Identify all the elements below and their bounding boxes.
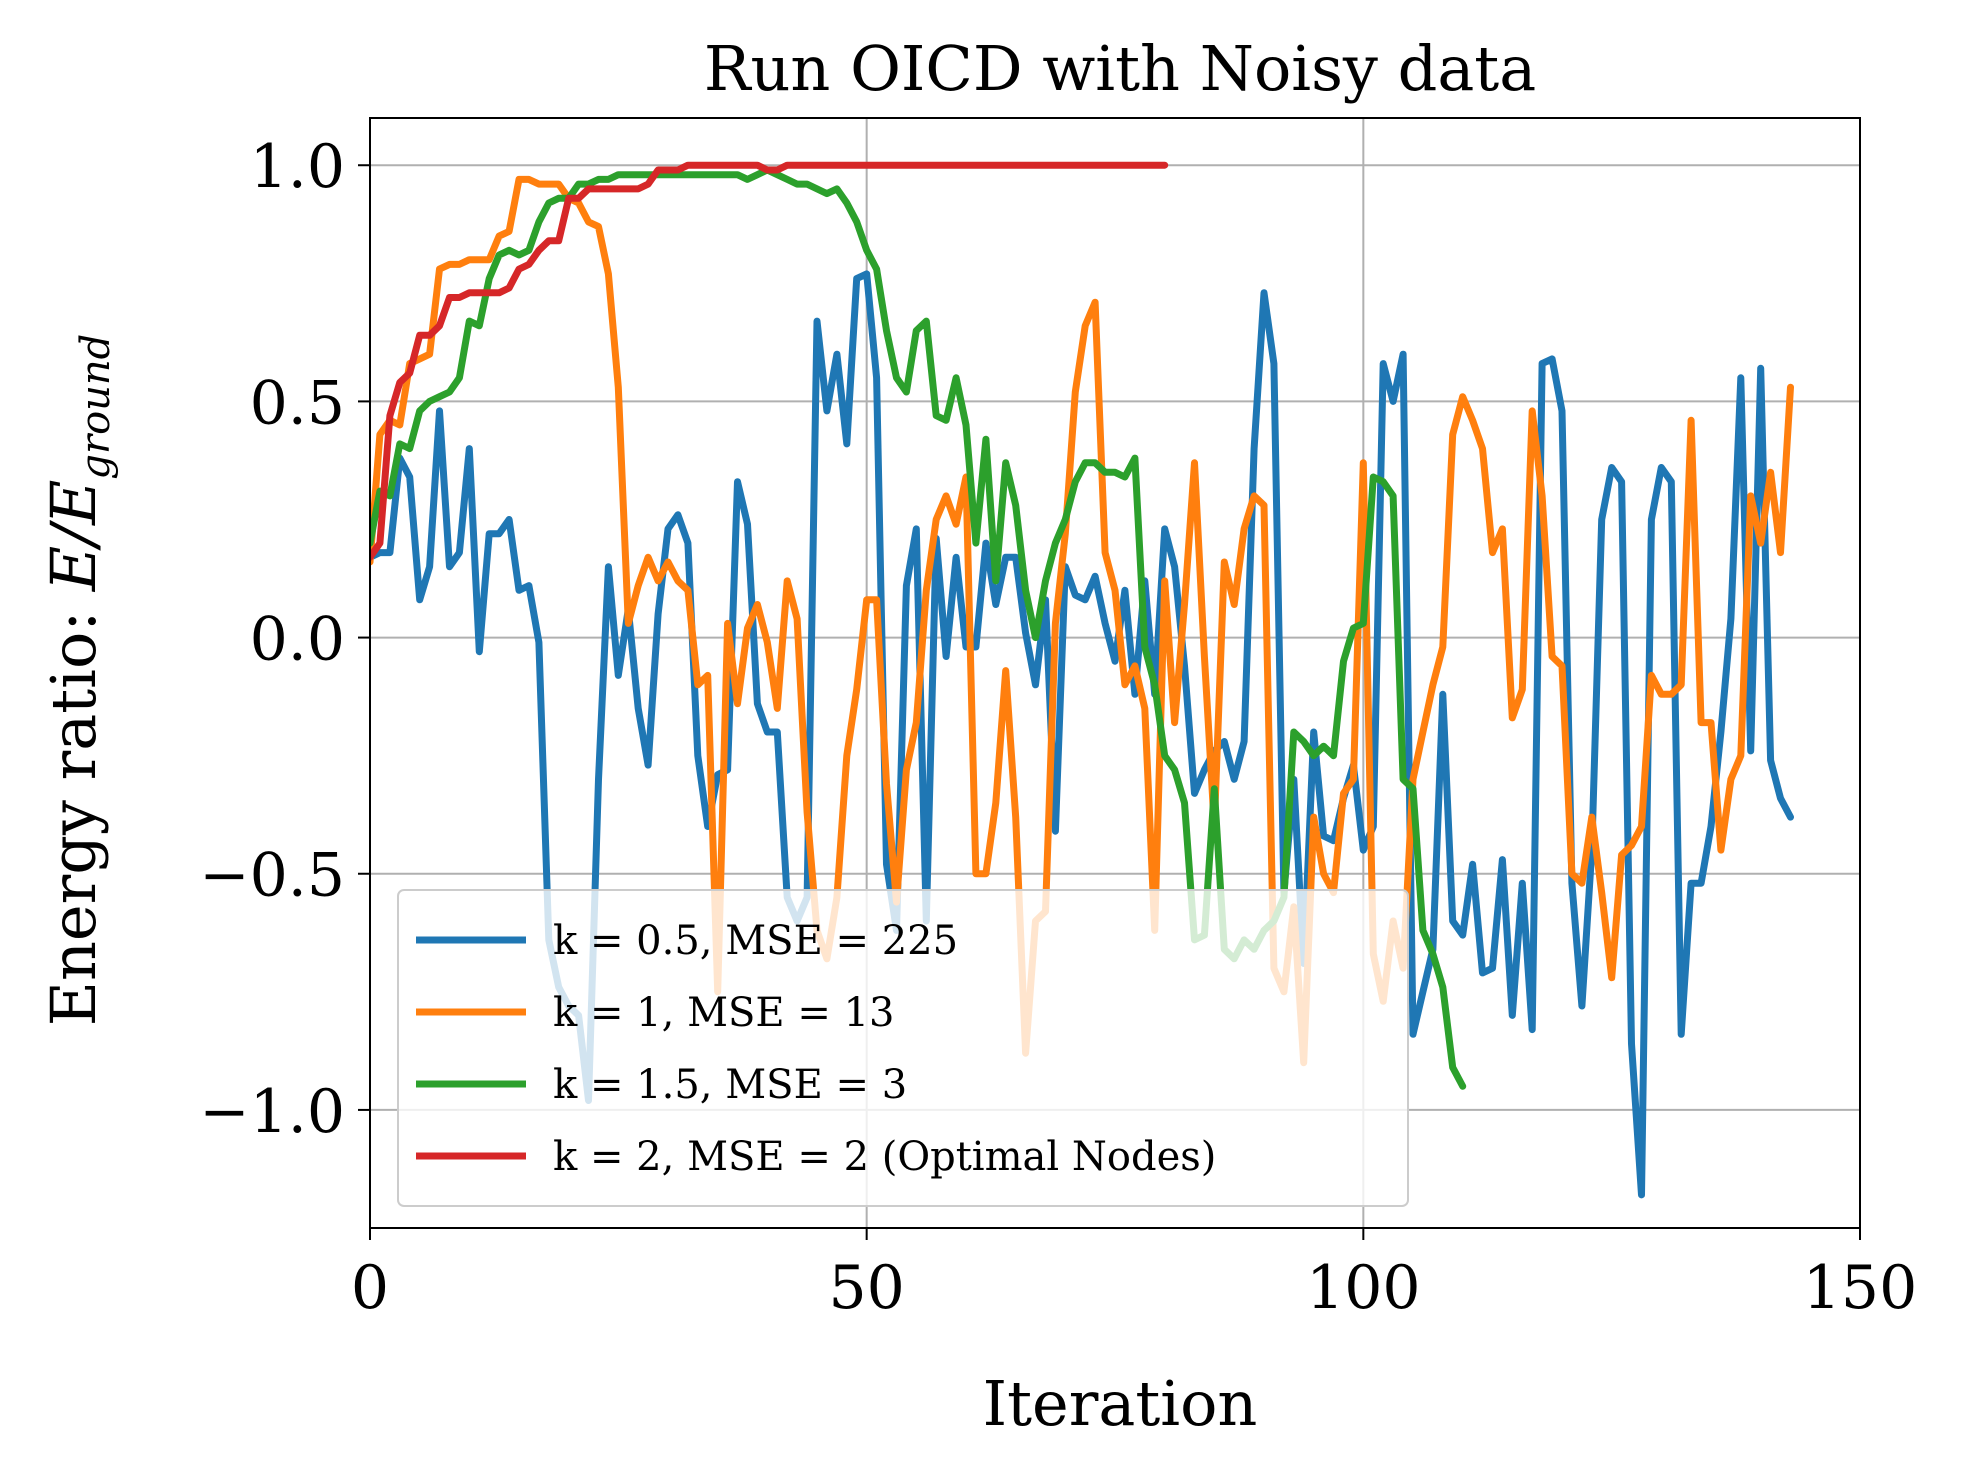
- legend-label: k = 2, MSE = 2 (Optimal Nodes): [553, 1134, 1216, 1180]
- y-tick-label: −0.5: [199, 841, 345, 911]
- legend-label: k = 1, MSE = 13: [553, 990, 894, 1036]
- x-tick-label: 100: [1306, 1253, 1421, 1323]
- plot-frame: [369, 117, 1861, 1229]
- x-tick-label: 150: [1803, 1253, 1918, 1323]
- y-tick-label: −1.0: [199, 1077, 345, 1147]
- y-tick-label: 0.0: [250, 605, 345, 675]
- series-line-2: [370, 175, 1794, 1067]
- y-axis-label-prefix: Energy ratio:: [37, 591, 110, 1026]
- x-tick-label: 50: [828, 1253, 904, 1323]
- series-line-4: [370, 161, 1169, 561]
- y-axis-label: Energy ratio: E/Eground: [37, 334, 119, 1027]
- y-axis-label-math: E/E: [37, 480, 110, 592]
- chart-title: Run OICD with Noisy data: [704, 32, 1536, 105]
- y-tick-label: 0.5: [250, 368, 345, 438]
- x-tick-label: 0: [351, 1253, 389, 1323]
- legend: k = 0.5, MSE = 225 k = 1, MSE = 13 k = 1.5…: [397, 889, 1409, 1207]
- legend-label: k = 0.5, MSE = 225: [553, 918, 958, 964]
- legend-label: k = 1.5, MSE = 3: [553, 1062, 907, 1108]
- series-line-1: [370, 270, 1794, 1199]
- y-axis-label-subscript: ground: [73, 334, 119, 480]
- y-tick-label: 1.0: [250, 132, 345, 202]
- legend-box: [397, 889, 1409, 1207]
- x-axis-label: Iteration: [983, 1367, 1258, 1440]
- axis-ticks: 0 50 100 150 1.0 0.5 0.0 −0.5 −1.0: [199, 132, 1917, 1323]
